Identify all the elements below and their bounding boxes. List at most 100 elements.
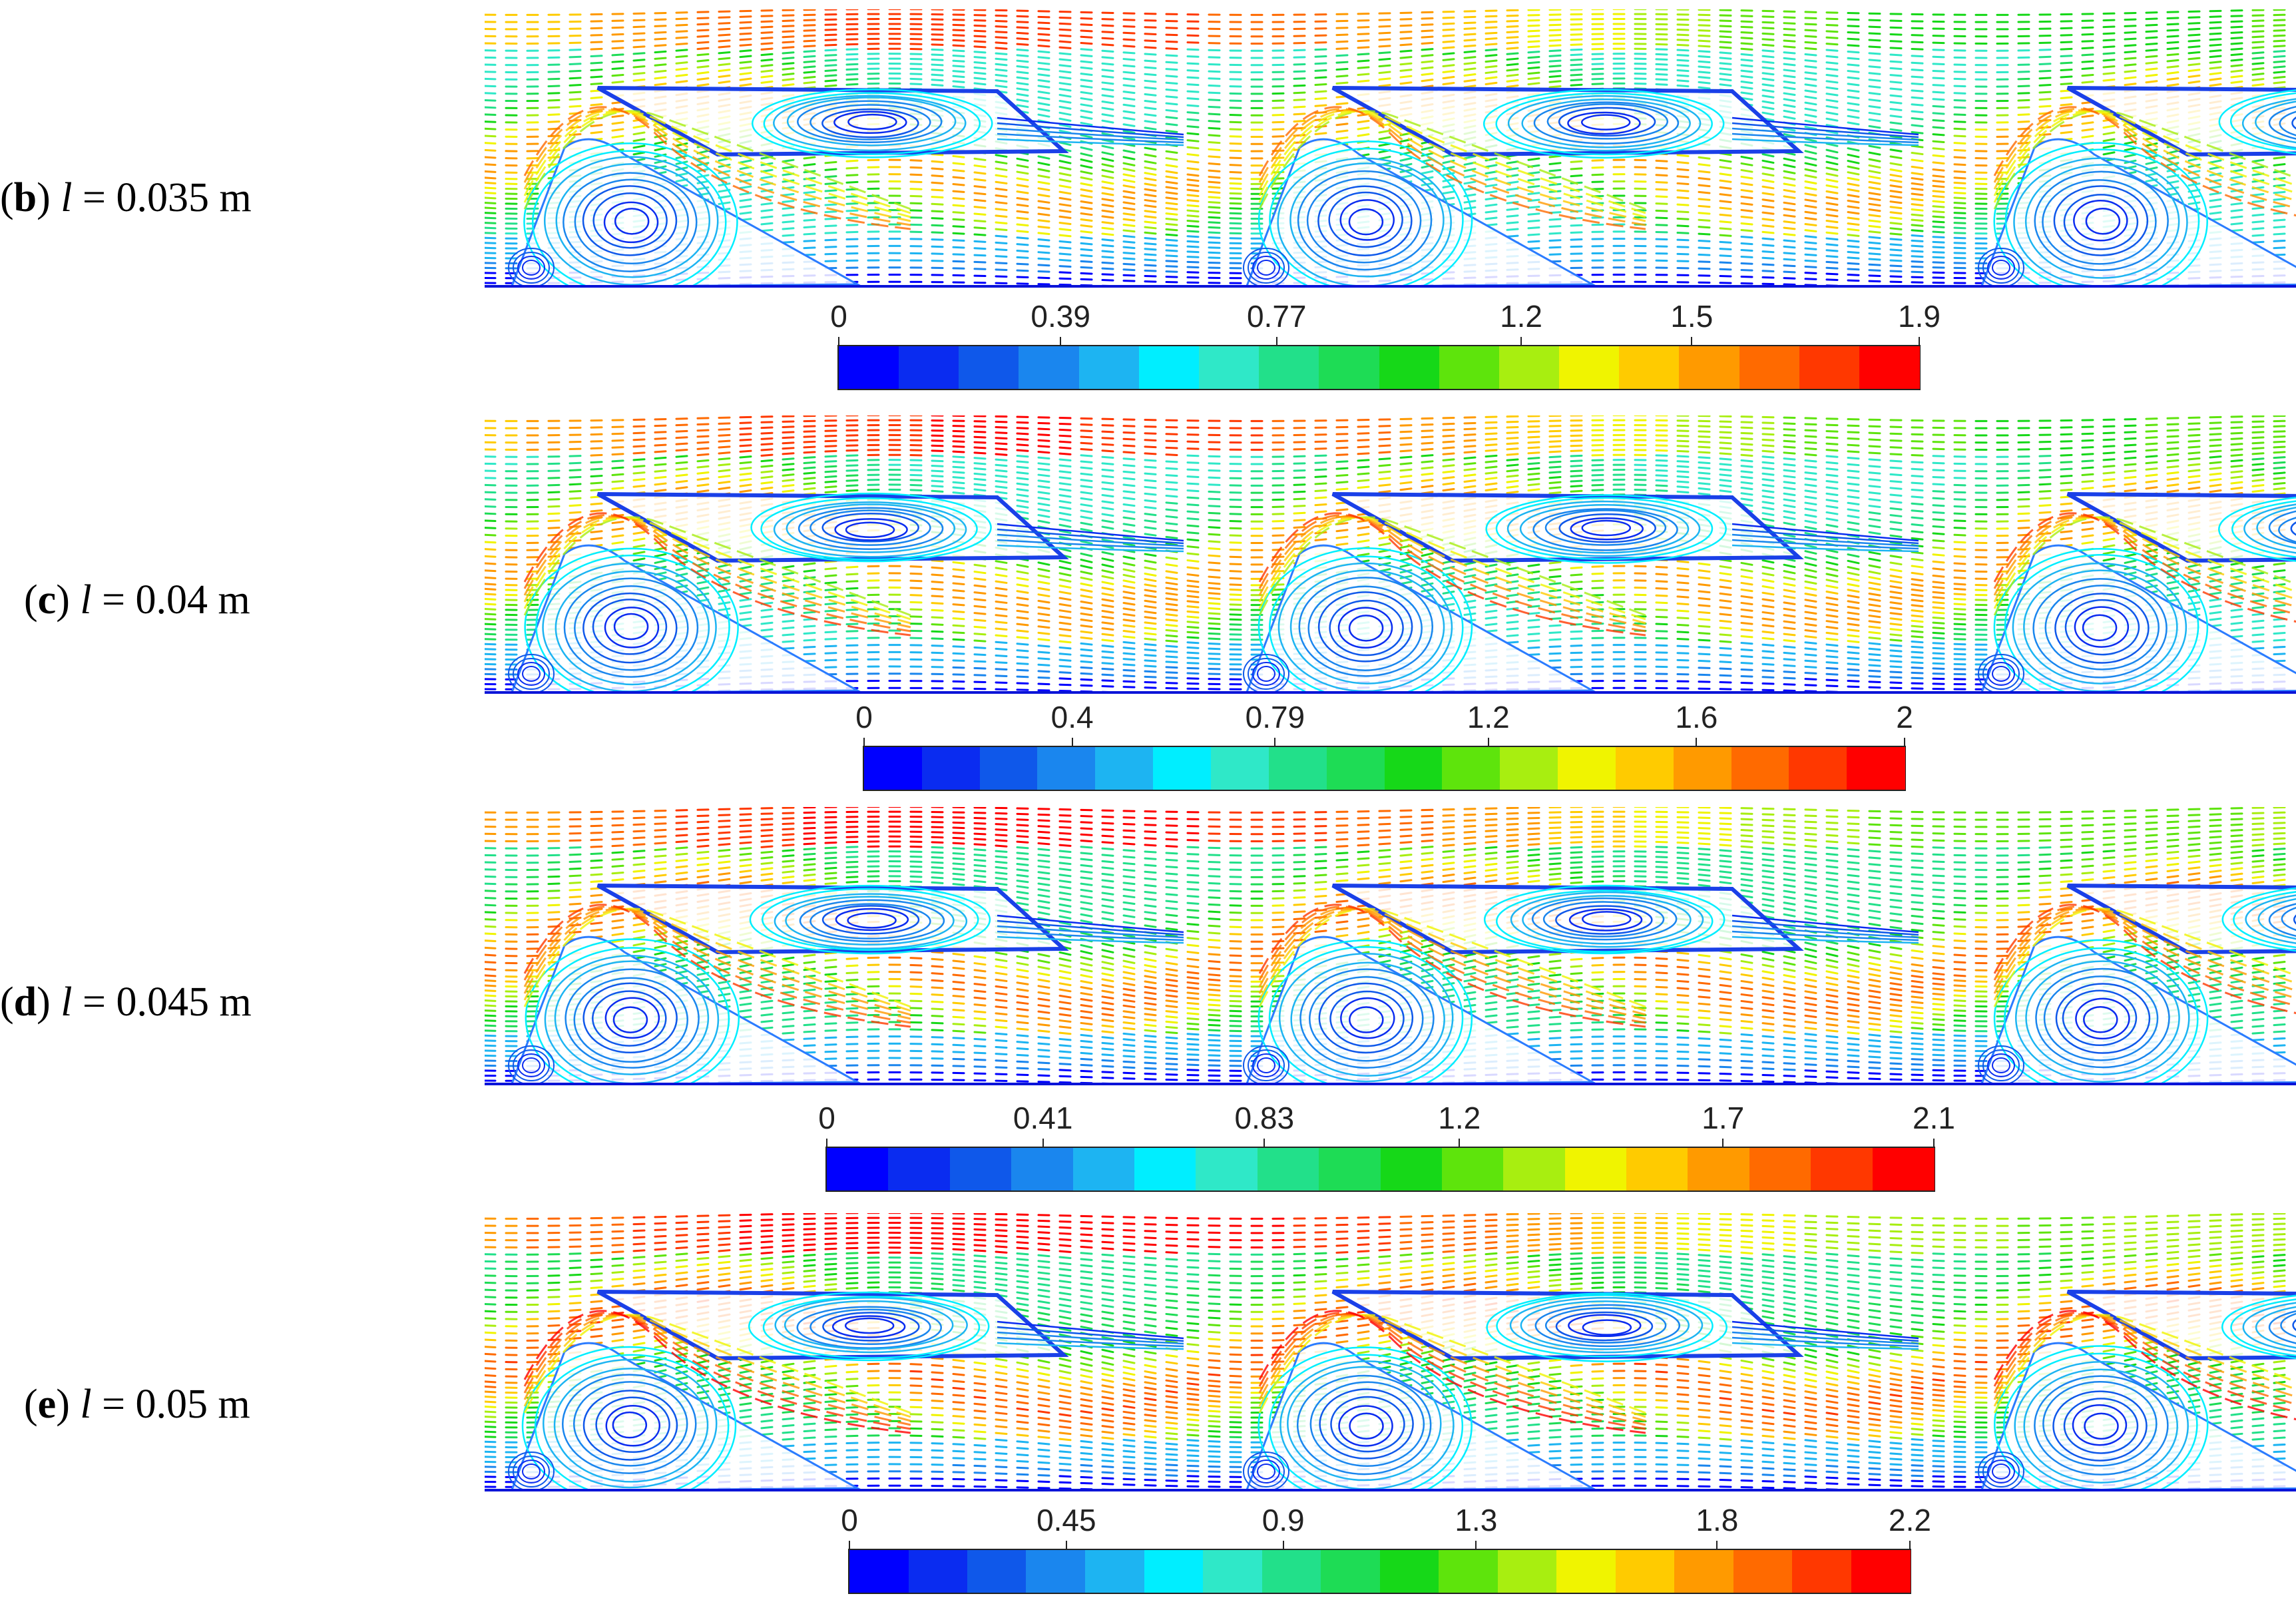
streamline [952,183,965,186]
streamline [1208,113,1221,116]
streamline [845,53,859,56]
streamline [1293,469,1306,472]
streamline [995,442,1008,445]
streamline [2251,213,2265,217]
streamline [2124,18,2137,21]
streamline [1548,445,1562,448]
streamline [1144,485,1157,489]
streamline [782,206,795,210]
streamline [1548,80,1562,83]
streamline [1080,176,1093,181]
streamline [1485,21,1498,23]
vortex-ring [1483,89,1725,159]
streamline [1485,65,1498,69]
streamline [1165,207,1178,210]
streamline [1058,203,1072,207]
streamline [1485,177,1498,181]
streamline [1186,62,1200,65]
streamline [1271,142,1285,145]
streamline [1847,245,1860,248]
streamline [1399,462,1413,465]
streamline [1911,110,1924,114]
streamline [952,440,965,443]
streamline [2060,124,2073,127]
streamline [1868,186,1881,190]
streamline [696,23,710,26]
streamline [1868,72,1881,75]
streamline [1463,67,1477,71]
streamline [1719,200,1732,204]
streamline [1463,44,1477,48]
streamline [1676,49,1690,52]
streamline [1719,83,1732,87]
streamline [2145,36,2158,39]
streamline [2251,73,2265,76]
streamline [1080,194,1093,198]
streamline [1016,48,1029,52]
separation-streamline [997,138,1184,146]
streamline [995,85,1008,89]
streamline [1037,212,1050,216]
streamline [824,64,837,67]
streamline [1058,452,1072,455]
streamline [824,455,837,458]
streamline [1037,39,1050,42]
streamline [1740,81,1753,85]
streamline [1463,445,1477,448]
corner-vortex-ring [513,252,550,284]
streamline [973,157,987,161]
streamline [1506,442,1519,445]
streamline [1080,97,1093,101]
streamline [824,84,837,88]
streamline [1016,82,1029,86]
streamline [1463,73,1477,77]
streamline [845,68,859,71]
streamline [1314,132,1327,135]
streamline [2209,204,2222,208]
jet-streamline [523,110,911,214]
streamline [1783,115,1796,120]
jet-streamline [1993,108,2296,209]
streamline [1122,162,1136,166]
streamline [1399,162,1413,168]
streamline [2102,465,2116,468]
streamline [718,469,731,473]
streamline [1548,218,1562,221]
vortex-ring [543,156,719,286]
vortex-ring [1567,111,1641,135]
streamline [1122,184,1136,188]
vortex-ring [2034,170,2169,272]
streamline [2145,43,2158,46]
streamline [2102,52,2116,55]
streamline [2209,467,2222,470]
streamline [696,429,710,432]
streamline [2124,437,2137,440]
streamline [611,81,624,84]
streamline [1783,176,1796,181]
streamline [2124,463,2137,466]
streamline [1761,100,1775,105]
streamline [1506,84,1519,89]
streamline [1335,75,1349,78]
streamline [1122,97,1136,101]
streamline [632,39,646,42]
streamline [1868,208,1881,212]
vortex-ring [1317,185,1413,257]
streamline [1186,245,1200,248]
vortex-ring [592,192,668,249]
streamline [1761,433,1775,436]
streamline [1101,192,1114,196]
streamline [1335,102,1349,106]
variable-symbol: l [61,175,73,220]
streamline [590,461,603,464]
streamline [485,163,497,166]
streamline [1932,147,1945,150]
streamline [1037,113,1050,118]
streamline [1229,142,1242,145]
streamline [611,40,624,43]
streamline [1847,239,1860,243]
streamline [1889,227,1903,230]
streamline [675,55,688,59]
streamline [845,209,859,212]
streamline [2251,25,2265,28]
